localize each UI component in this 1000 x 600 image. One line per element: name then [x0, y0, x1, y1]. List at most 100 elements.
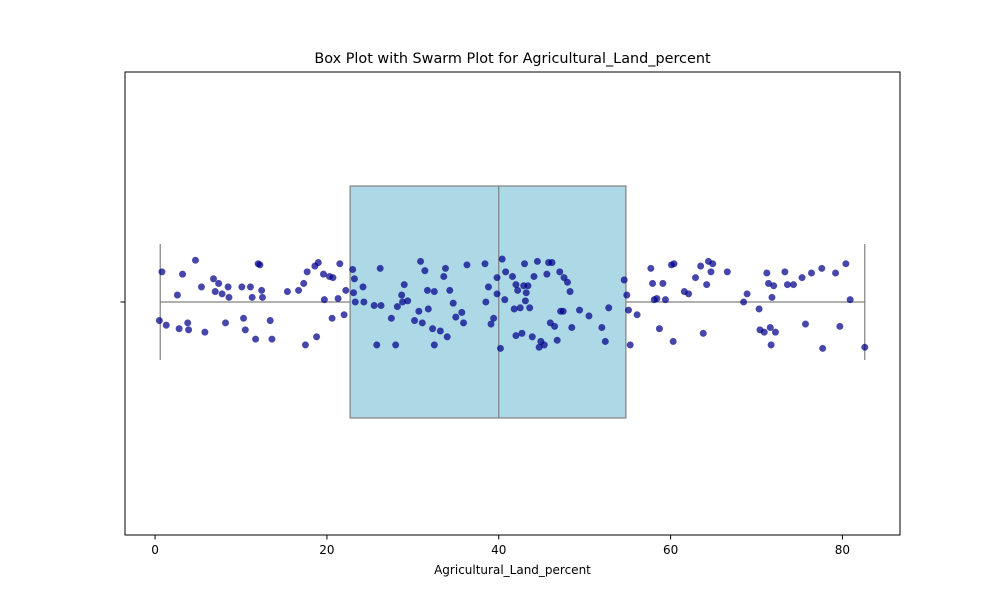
- x-tick-label: 40: [491, 543, 506, 557]
- data-point: [215, 279, 223, 288]
- data-point: [162, 321, 170, 329]
- data-point: [449, 299, 457, 307]
- x-axis-label: Agricultural_Land_percent: [434, 563, 591, 577]
- data-point: [771, 328, 780, 336]
- x-tick-label: 60: [663, 543, 678, 557]
- data-point: [520, 260, 529, 268]
- data-point: [359, 283, 367, 291]
- data-point: [493, 273, 501, 282]
- data-point: [319, 270, 328, 278]
- data-point: [760, 328, 768, 336]
- data-point: [670, 260, 678, 268]
- data-point: [415, 307, 423, 315]
- data-point: [197, 283, 206, 291]
- data-point: [601, 337, 609, 346]
- data-point: [349, 265, 357, 274]
- data-point: [723, 268, 731, 276]
- data-point: [351, 298, 359, 306]
- data-point: [659, 279, 667, 288]
- data-point: [484, 283, 493, 291]
- data-point: [763, 269, 771, 277]
- data-point: [440, 272, 448, 281]
- data-point: [416, 257, 425, 266]
- data-point: [575, 306, 584, 314]
- data-point: [349, 289, 358, 297]
- data-point: [224, 283, 232, 291]
- data-point: [458, 308, 466, 317]
- data-point: [798, 273, 806, 282]
- data-point: [370, 301, 378, 310]
- data-point: [626, 341, 634, 349]
- data-point: [340, 311, 348, 319]
- data-point: [314, 258, 322, 267]
- data-point: [241, 326, 249, 334]
- data-point: [320, 296, 328, 304]
- data-point: [512, 331, 520, 340]
- data-point: [158, 268, 166, 276]
- data-point: [540, 341, 548, 349]
- data-point: [623, 291, 631, 299]
- data-point: [329, 273, 337, 282]
- data-point: [446, 286, 454, 295]
- data-point: [225, 293, 233, 302]
- plot-area: [155, 185, 869, 419]
- data-point: [524, 282, 532, 290]
- data-point: [550, 322, 559, 331]
- data-point: [647, 264, 655, 273]
- x-tick-label: 0: [151, 543, 159, 557]
- data-point: [391, 341, 400, 349]
- data-point: [191, 256, 200, 264]
- data-point: [350, 275, 359, 283]
- data-point: [556, 268, 564, 276]
- data-point: [661, 296, 670, 304]
- data-point: [566, 287, 574, 296]
- data-point: [221, 319, 230, 327]
- data-point: [301, 341, 310, 349]
- data-point: [707, 268, 715, 276]
- data-point: [258, 293, 267, 302]
- data-point: [342, 286, 350, 295]
- axes-frame: [124, 71, 901, 536]
- data-point: [328, 314, 336, 322]
- data-point: [585, 312, 593, 320]
- data-point: [487, 320, 495, 328]
- data-point: [336, 260, 344, 268]
- data-point: [522, 289, 530, 297]
- data-point: [703, 280, 711, 289]
- data-point: [516, 304, 524, 312]
- data-point: [239, 314, 248, 322]
- data-point: [526, 304, 534, 312]
- data-point: [178, 270, 187, 278]
- data-point: [836, 322, 844, 331]
- data-point: [781, 268, 789, 276]
- data-point: [655, 325, 664, 333]
- data-point: [770, 282, 778, 290]
- data-point: [514, 286, 522, 295]
- data-point: [648, 279, 657, 288]
- data-point: [155, 316, 164, 325]
- data-point: [436, 327, 444, 335]
- data-point: [211, 287, 219, 296]
- data-point: [766, 323, 774, 332]
- data-point: [699, 329, 707, 337]
- data-point: [801, 320, 810, 328]
- data-point: [819, 344, 827, 353]
- data-point: [238, 283, 246, 291]
- data-point: [360, 298, 368, 306]
- data-point: [568, 323, 576, 332]
- data-point: [430, 341, 438, 349]
- data-point: [443, 333, 451, 341]
- data-point: [831, 269, 840, 277]
- data-point: [251, 335, 260, 343]
- data-point: [510, 305, 518, 313]
- data-point: [248, 293, 256, 302]
- data-point: [441, 264, 450, 273]
- data-point: [633, 311, 641, 319]
- data-point: [257, 286, 266, 295]
- data-point: [768, 293, 776, 302]
- data-point: [684, 290, 693, 298]
- chart-title: Box Plot with Swarm Plot for Agricultura…: [314, 51, 711, 67]
- data-point: [428, 325, 437, 333]
- data-point: [493, 290, 501, 298]
